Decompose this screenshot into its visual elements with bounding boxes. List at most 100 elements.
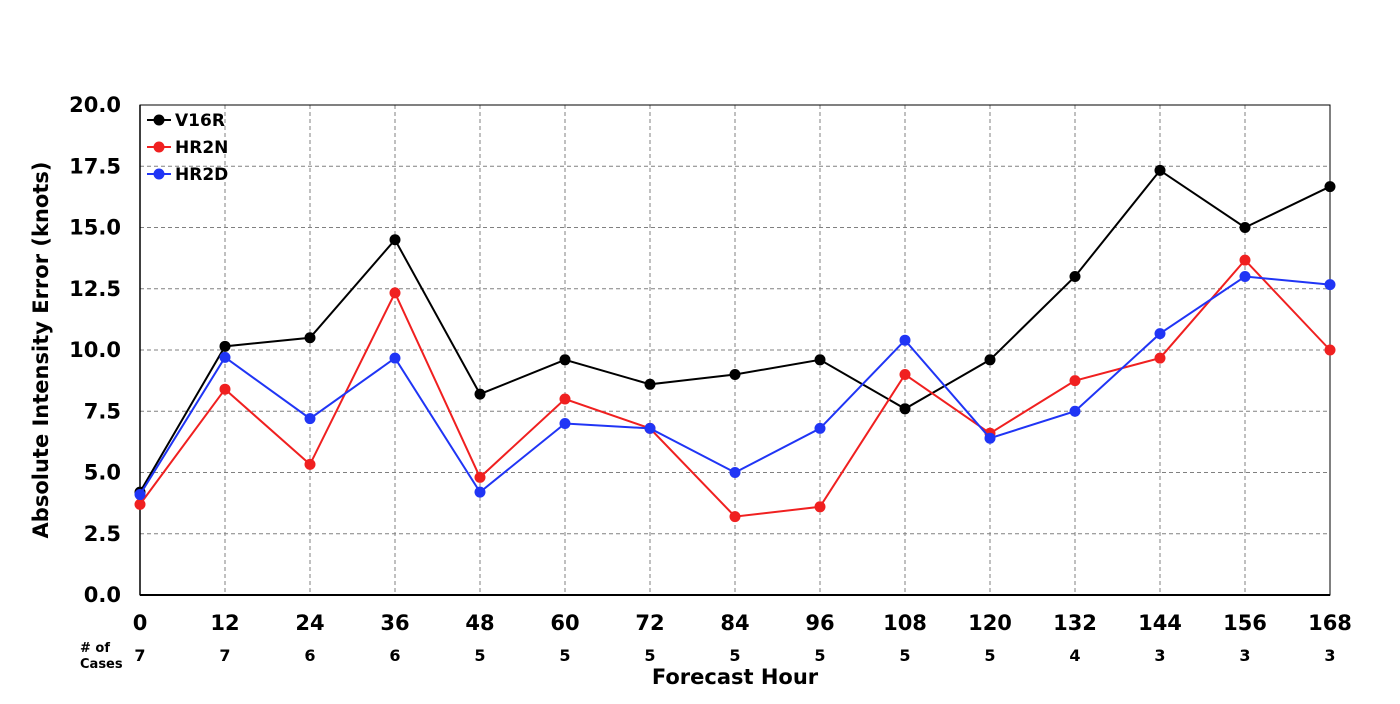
data-point <box>219 351 231 363</box>
x-tick-label: 12 <box>210 611 239 635</box>
data-point <box>389 352 401 364</box>
x-tick-label: 72 <box>635 611 664 635</box>
data-point <box>1324 344 1336 356</box>
data-point <box>729 511 741 523</box>
data-point <box>304 458 316 470</box>
data-point <box>644 378 656 390</box>
x-tick-label: 168 <box>1308 611 1352 635</box>
data-point <box>899 334 911 346</box>
x-tick-label: 108 <box>883 611 927 635</box>
x-tick-label: 0 <box>133 611 148 635</box>
y-tick-label: 17.5 <box>69 154 121 178</box>
cases-label-line2: Cases <box>80 657 123 672</box>
data-point <box>559 354 571 366</box>
x-tick-label: 120 <box>968 611 1012 635</box>
data-point <box>559 418 571 429</box>
case-count: 7 <box>134 646 145 665</box>
y-axis-title: Absolute Intensity Error (knots) <box>29 162 53 539</box>
case-count: 5 <box>559 646 570 665</box>
legend-label: V16R <box>175 111 225 131</box>
data-point <box>1069 271 1081 282</box>
data-point <box>899 403 911 415</box>
data-point <box>984 432 996 444</box>
x-tick-label: 60 <box>550 611 579 635</box>
data-point <box>1069 405 1081 417</box>
case-count: 3 <box>1154 646 1165 665</box>
x-tick-label: 156 <box>1223 611 1267 635</box>
case-count: 5 <box>729 646 740 665</box>
series-hr2d <box>134 271 1336 501</box>
data-point <box>814 501 826 513</box>
x-tick-label: 24 <box>295 611 324 635</box>
legend-item: HR2N <box>147 138 228 158</box>
data-point <box>1324 279 1336 291</box>
x-tick-label: 84 <box>720 611 749 635</box>
y-tick-labels: 0.0 2.5 5.0 7.5 10.0 12.5 15.0 17.5 20.0 <box>69 93 121 607</box>
legend-item: V16R <box>147 111 225 131</box>
x-tick-labels: 0 12 24 36 48 60 72 84 96 108 120 132 144 156 168 <box>133 611 1352 635</box>
data-point <box>729 467 741 478</box>
data-point <box>219 340 231 352</box>
x-tick-label: 144 <box>1138 611 1182 635</box>
data-point <box>1239 254 1251 266</box>
data-point <box>474 471 486 483</box>
legend-item: HR2D <box>147 165 228 185</box>
x-tick-label: 96 <box>805 611 834 635</box>
case-count: 5 <box>899 646 910 665</box>
series-layer <box>134 164 1336 523</box>
data-point <box>389 287 401 299</box>
data-point <box>1239 271 1251 282</box>
series-v16r <box>134 164 1336 498</box>
case-count: 7 <box>219 646 230 665</box>
data-point <box>304 332 316 344</box>
case-count: 5 <box>814 646 825 665</box>
legend-swatch-marker <box>153 114 165 126</box>
legend-label: HR2N <box>175 138 228 158</box>
data-point <box>814 422 826 434</box>
data-point <box>1069 375 1081 387</box>
y-tick-label: 15.0 <box>69 216 121 240</box>
case-count: 6 <box>304 646 315 665</box>
data-point <box>1239 222 1251 233</box>
y-tick-label: 10.0 <box>69 338 121 362</box>
data-point <box>729 369 741 380</box>
series-hr2n <box>134 254 1336 523</box>
case-count: 4 <box>1069 646 1080 665</box>
case-count: 3 <box>1239 646 1250 665</box>
case-count: 3 <box>1324 646 1335 665</box>
y-tick-label: 7.5 <box>84 399 121 423</box>
data-point <box>899 369 911 380</box>
data-point <box>644 422 656 434</box>
x-axis-title: Forecast Hour <box>652 665 819 689</box>
data-point <box>134 498 146 510</box>
data-point <box>814 354 826 366</box>
y-tick-label: 12.5 <box>69 277 121 301</box>
legend-swatch-marker <box>153 141 165 153</box>
case-count: 5 <box>984 646 995 665</box>
x-tick-label: 48 <box>465 611 494 635</box>
data-point <box>1154 164 1166 176</box>
legend: V16R HR2N HR2D <box>147 111 228 185</box>
data-point <box>474 388 486 400</box>
case-count: 6 <box>389 646 400 665</box>
data-point <box>474 486 486 498</box>
legend-label: HR2D <box>175 165 228 185</box>
data-point <box>1324 181 1336 193</box>
y-tick-label: 0.0 <box>84 583 121 607</box>
data-point <box>984 354 996 366</box>
case-count: 5 <box>644 646 655 665</box>
y-tick-label: 5.0 <box>84 461 121 485</box>
cases-label-line1: # of <box>80 641 110 656</box>
data-point <box>134 489 146 501</box>
cases-row: 7 7 6 6 5 5 5 5 5 5 5 4 3 3 3 <box>134 646 1335 665</box>
data-point <box>219 383 231 395</box>
case-count: 5 <box>474 646 485 665</box>
data-point <box>389 234 401 246</box>
data-point <box>304 413 316 425</box>
legend-swatch-marker <box>153 168 165 180</box>
x-tick-label: 132 <box>1053 611 1097 635</box>
y-tick-label: 2.5 <box>84 522 121 546</box>
x-tick-label: 36 <box>380 611 409 635</box>
